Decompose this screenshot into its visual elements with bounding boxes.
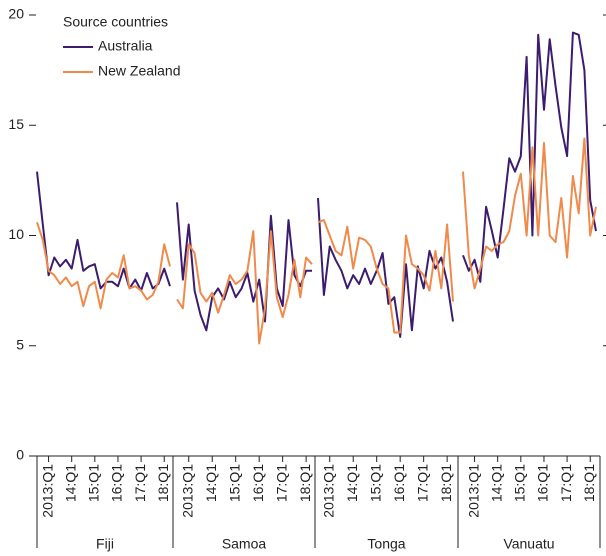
x-tick-label: 18:Q1 [581, 464, 597, 502]
legend-title: Source countries [63, 14, 168, 30]
x-tick-label: 16:Q1 [391, 464, 407, 502]
x-tick-label: 16:Q1 [250, 464, 266, 502]
x-tick-label: 16:Q1 [535, 464, 551, 502]
x-tick-label: 17:Q1 [558, 464, 574, 502]
series-line [36, 221, 171, 310]
x-tick-label: 15:Q1 [226, 464, 242, 502]
x-tick-label: 2013:Q1 [179, 464, 195, 518]
x-tick-label: 2013:Q1 [320, 464, 336, 518]
y-tick-label: 5 [16, 336, 24, 352]
series-line [176, 230, 313, 345]
x-tick-label: 17:Q1 [273, 464, 289, 502]
x-tick-label: 18:Q1 [155, 464, 171, 502]
y-tick-label: 0 [16, 447, 24, 463]
legend-label: New Zealand [98, 63, 181, 79]
x-tick-label: 2013:Q1 [465, 464, 481, 518]
x-tick-label: 14:Q1 [203, 464, 219, 502]
x-tick-label: 2013:Q1 [39, 464, 55, 518]
y-tick-label: 20 [8, 6, 24, 22]
x-tick-label: 18:Q1 [297, 464, 313, 502]
panel-label: Samoa [222, 536, 267, 552]
x-tick-label: 15:Q1 [86, 464, 102, 502]
series-line [176, 202, 312, 332]
legend-label: Australia [98, 38, 153, 54]
x-tick-label: 14:Q1 [344, 464, 360, 502]
x-tick-label: 17:Q1 [132, 464, 148, 502]
series-line [36, 171, 171, 292]
x-tick-label: 15:Q1 [512, 464, 528, 502]
series-line [462, 31, 597, 283]
x-tick-label: 14:Q1 [488, 464, 504, 502]
series-line [317, 219, 454, 334]
series-line [462, 137, 597, 290]
x-tick-label: 14:Q1 [62, 464, 78, 502]
x-tick-label: 17:Q1 [414, 464, 430, 502]
x-tick-label: 18:Q1 [438, 464, 454, 502]
panel-label: Fiji [96, 536, 114, 552]
y-tick-label: 15 [8, 116, 24, 132]
panel-label: Vanuatu [503, 536, 554, 552]
panel-label: Tonga [367, 536, 405, 552]
x-tick-label: 15:Q1 [367, 464, 383, 502]
y-tick-label: 10 [8, 226, 24, 242]
x-tick-label: 16:Q1 [109, 464, 125, 502]
series-line [317, 197, 454, 338]
